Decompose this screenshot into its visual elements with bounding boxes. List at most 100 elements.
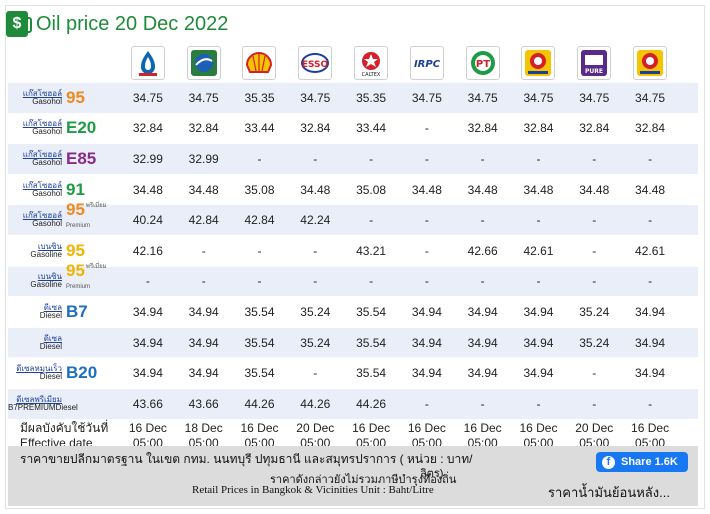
price-cell: - (369, 274, 374, 289)
price-cell: 34.94 (132, 304, 163, 319)
fuel-code: 95 (66, 241, 116, 261)
price-cell: 42.24 (300, 213, 331, 228)
price-cell: 34.48 (411, 182, 442, 197)
price-cell: 44.26 (300, 396, 331, 411)
table-row: ดีเซลพรีเมียม B7PREMIUMDiesel 43.66 43.66 44… (8, 387, 698, 419)
price-cell: - (145, 274, 150, 289)
price-cell: - (313, 274, 318, 289)
fuel-name-th: แก๊สโซฮอล์ (22, 211, 62, 221)
fuel-name-en: Gasohol (32, 157, 62, 167)
price-cell: 34.75 (300, 90, 331, 105)
price-cell: 32.84 (579, 121, 610, 136)
effective-date: 20 Dec (575, 420, 614, 435)
fuel-name-th: ดีเซลหมุนเร็ว (16, 364, 62, 374)
notice-line-1b: ลิตร) (420, 468, 444, 480)
price-cell: - (424, 121, 429, 136)
price-cell: 35.24 (579, 335, 610, 350)
fuel-grade-note: พรีเมี่ยม Premium (66, 203, 107, 230)
fuel-name-en: Diesel (39, 310, 62, 320)
price-cell: 35.08 (356, 182, 387, 197)
price-cell: - (424, 213, 429, 228)
effective-date: 16 Dec (352, 420, 391, 435)
fuel-name-en: Gasoline (30, 249, 62, 259)
price-cell: 35.54 (356, 335, 387, 350)
header: $ Oil price 20 Dec 2022 (6, 10, 228, 38)
price-cell: - (480, 396, 485, 411)
price-cell: - (648, 213, 653, 228)
fuel-code: E20 (66, 118, 116, 138)
fuel-grade-note: พรีเมี่ยม Premium (66, 264, 107, 291)
esso-logo: ESSO (298, 46, 333, 80)
share-label: Share 1.6K (621, 456, 678, 468)
price-cell: 43.21 (356, 243, 387, 258)
price-cell: - (257, 243, 262, 258)
notice-bar: ราคาขายปลีกมาตรฐาน ในเขต กทม. นนทบุรี ปท… (8, 446, 698, 506)
fuel-name-en: Gasohol (32, 96, 62, 106)
notice-line-3: Retail Prices in Bangkok & Vicinities Un… (192, 484, 434, 496)
table-row: เบนซิน Gasoline 95 42.16 - - - 43.21 - 42.66 42.61… (8, 234, 698, 266)
page-title: Oil price 20 Dec 2022 (36, 12, 229, 35)
effective-date: 20 Dec (296, 420, 335, 435)
price-cell: - (592, 396, 597, 411)
price-table: ESSO CALTEX IRPC PT PURE แก๊สโซฮอล์ Gasoh… (8, 44, 698, 453)
fuel-name-en: Diesel (39, 372, 62, 382)
price-cell: - (592, 213, 597, 228)
price-cell: - (480, 213, 485, 228)
price-cell: - (648, 151, 653, 166)
price-cell: - (313, 151, 318, 166)
price-cell: 42.16 (132, 243, 163, 258)
fuel-code: B20 (66, 363, 116, 383)
effective-date: 16 Dec (240, 420, 279, 435)
facebook-share-button[interactable]: f Share 1.6K (596, 452, 688, 472)
price-cell: - (313, 243, 318, 258)
table-row: แก๊สโซฮอล์ Gasohol E20 32.84 32.84 33.44 32.84… (8, 112, 698, 144)
price-cell: 44.26 (356, 396, 387, 411)
price-cell: - (592, 243, 597, 258)
price-cell: 35.54 (356, 304, 387, 319)
price-cell: 34.94 (467, 304, 498, 319)
effective-date: 18 Dec (184, 420, 223, 435)
fuel-name-en: Gasohol (32, 188, 62, 198)
price-cell: - (592, 151, 597, 166)
svg-text:ESSO: ESSO (302, 60, 329, 70)
fuel-name-th: เบนซิน (37, 241, 62, 251)
price-cell: 34.94 (188, 335, 219, 350)
price-cell: - (201, 274, 206, 289)
price-cell: 43.66 (132, 396, 163, 411)
price-cell: 34.75 (523, 90, 554, 105)
fuel-code-text: E85 (66, 148, 97, 168)
price-cell: - (257, 151, 262, 166)
price-cell: 34.75 (635, 90, 666, 105)
fuel-type-label: ดีเซล Diesel B7 (8, 297, 120, 327)
price-cell: 32.84 (635, 121, 666, 136)
fuel-name-en: Gasohol (32, 219, 62, 229)
price-cell: 32.84 (523, 121, 554, 136)
susco-dealers-logo (633, 46, 668, 80)
fuel-type-label: แก๊สโซฮอล์ Gasohol 95พรีเมี่ยม Premium (8, 200, 120, 235)
fuel-type-label: ดีเซลพรีเมียม B7PREMIUMDiesel (8, 389, 120, 419)
price-cell: - (536, 274, 541, 289)
price-cell: 34.75 (132, 90, 163, 105)
price-cell: 34.94 (188, 304, 219, 319)
price-cell: 34.94 (132, 366, 163, 381)
fuel-code-text: 95 (66, 87, 85, 107)
pure-logo: PURE (577, 46, 612, 80)
table-row: เบนซิน Gasoline 95พรีเมี่ยม Premium - - - - - - -… (8, 261, 698, 297)
price-cell: 35.54 (244, 335, 275, 350)
notice-line-2: ราคาดังกล่าวยังไม่รวมภาษีบำรุงท้องถิ่น (270, 474, 457, 486)
price-cell: 34.48 (300, 182, 331, 197)
fuel-type-label: เบนซิน Gasoline 95 (8, 236, 120, 266)
fuel-code-text: 95 (66, 261, 85, 281)
price-cell: 34.48 (188, 182, 219, 197)
shell-logo (242, 46, 277, 80)
caltex-logo: CALTEX (354, 46, 389, 80)
fuel-name-th: แก๊สโซฮอล์ (22, 149, 62, 159)
price-cell: 34.75 (188, 90, 219, 105)
price-cell: 40.24 (132, 213, 163, 228)
price-cell: 42.61 (523, 243, 554, 258)
fuel-code: 95พรีเมี่ยม Premium (66, 261, 116, 301)
fuel-type-label: แก๊สโซฮอล์ Gasohol E20 (8, 114, 120, 144)
price-history-link[interactable]: ราคาน้ำมันย้อนหลัง... (548, 485, 670, 500)
price-cell: 32.84 (300, 121, 331, 136)
price-cell: 35.54 (356, 366, 387, 381)
